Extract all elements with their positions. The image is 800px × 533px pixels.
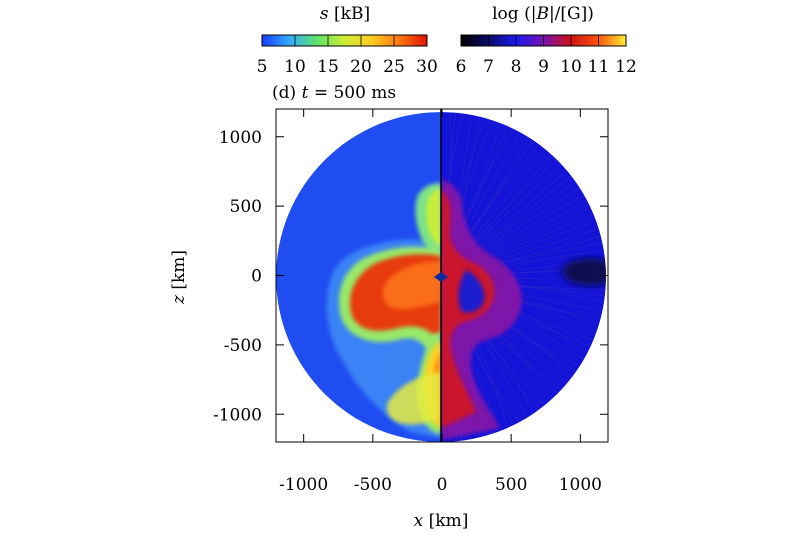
y-tick-label: 500 bbox=[230, 197, 262, 217]
x-tick-label: 0 bbox=[437, 475, 448, 495]
y-axis-label: z [km] bbox=[169, 250, 189, 305]
colorbar-tick-label: 12 bbox=[615, 57, 637, 77]
panel-label: (d) t = 500 ms bbox=[272, 83, 396, 103]
field-line bbox=[474, 185, 585, 256]
y-tick-label: -500 bbox=[224, 336, 262, 356]
x-tick-label: 1000 bbox=[559, 475, 602, 495]
entropy-colorbar-ticks: 5 10 15 20 25 30 bbox=[257, 35, 438, 77]
x-tick-label: -500 bbox=[354, 475, 392, 495]
field-line bbox=[472, 172, 576, 253]
y-tick-label: -1000 bbox=[213, 405, 262, 425]
colorbar-tick-label: 7 bbox=[483, 57, 494, 77]
x-tick-label: 500 bbox=[495, 475, 527, 495]
colorbar-tick-label: 20 bbox=[350, 57, 372, 77]
y-tick-label: 1000 bbox=[219, 128, 262, 148]
field-line bbox=[466, 144, 549, 247]
field-line bbox=[470, 160, 566, 250]
origin-marker bbox=[434, 272, 448, 282]
field-line bbox=[475, 191, 589, 258]
field-inner-cavity bbox=[458, 270, 485, 313]
field-line bbox=[461, 131, 530, 244]
y-axis-ticks: 1000 500 0 -500 -1000 bbox=[213, 128, 608, 425]
x-tick-label: -1000 bbox=[279, 475, 328, 495]
colorbar-tick-label: 11 bbox=[588, 57, 610, 77]
field-background bbox=[441, 112, 606, 442]
field-half bbox=[441, 112, 606, 442]
x-axis-ticks: -1000 -500 0 500 1000 bbox=[279, 109, 602, 495]
colorbar-tick-label: 9 bbox=[538, 57, 549, 77]
colorbar-tick-label: 25 bbox=[383, 57, 405, 77]
field-line bbox=[467, 149, 555, 248]
field-dark-region bbox=[562, 258, 606, 286]
entropy-colorbar-bar bbox=[261, 34, 428, 47]
field-colorbar-ticks: 6 7 8 9 10 11 12 bbox=[456, 35, 637, 77]
colorbar-tick-label: 6 bbox=[456, 57, 467, 77]
colorbar-tick-label: 10 bbox=[560, 57, 582, 77]
entropy-upper-plume-core bbox=[426, 188, 441, 248]
colorbar-tick-label: 10 bbox=[284, 57, 306, 77]
x-axis-label: x [km] bbox=[414, 511, 469, 531]
colorbar-tick-label: 5 bbox=[257, 57, 268, 77]
field-colorbar-title: log (|B|/[G]) bbox=[492, 4, 594, 24]
entropy-colorbar: s [kB] 5 10 15 20 25 30 bbox=[257, 4, 438, 77]
colorbar-tick-label: 15 bbox=[317, 57, 339, 77]
field-line bbox=[471, 166, 571, 252]
entropy-main-lobe-hot bbox=[382, 261, 441, 310]
colorbar-tick-label: 8 bbox=[511, 57, 522, 77]
field-colorbar: log (|B|/[G]) 6 7 8 9 10 11 12 bbox=[456, 4, 637, 77]
entropy-lower-shell bbox=[386, 372, 441, 425]
field-line bbox=[468, 155, 561, 249]
entropy-colorbar-title: s [kB] bbox=[320, 4, 370, 24]
entropy-half bbox=[276, 112, 441, 442]
y-tick-label: 0 bbox=[251, 267, 262, 287]
colorbar-tick-label: 30 bbox=[416, 57, 438, 77]
